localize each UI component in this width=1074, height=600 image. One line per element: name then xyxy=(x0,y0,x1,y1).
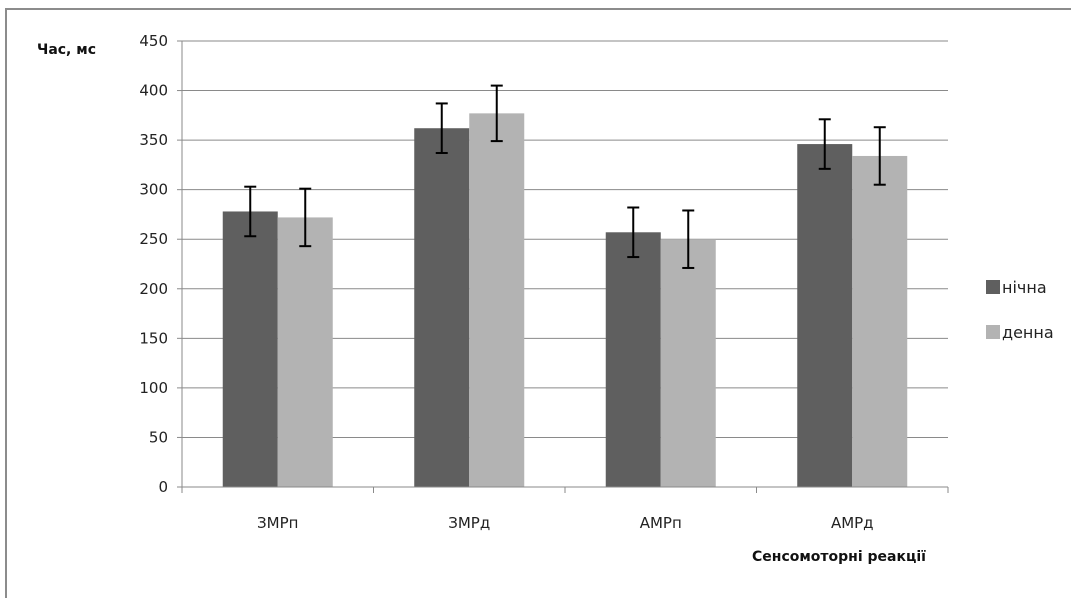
bar-денна-ЗМРп xyxy=(277,217,333,487)
y-tick-label: 250 xyxy=(139,230,168,248)
bar-денна-АМРд xyxy=(852,155,908,488)
bar-нічна-АМРд xyxy=(797,144,853,487)
axes: 0 50 100 150 200 250 300 350 400 450 ЗМРп ЗМРд АМРп А… xyxy=(139,32,949,532)
y-tick-label: 200 xyxy=(139,280,168,298)
x-tick-label: АМРд xyxy=(831,514,874,532)
x-tick-label: ЗМРп xyxy=(257,514,298,532)
legend-swatch-денна xyxy=(986,325,1000,339)
y-tick-label: 350 xyxy=(139,131,168,149)
error-bars xyxy=(244,84,886,269)
x-tick-label: АМРп xyxy=(640,514,682,532)
x-tick-label: ЗМРд xyxy=(448,514,490,532)
bar-нічна-ЗМРп xyxy=(222,211,278,487)
bar-нічна-АМРп xyxy=(605,232,661,487)
y-tick-label: 50 xyxy=(149,428,168,446)
bar-нічна-ЗМРд xyxy=(414,128,470,487)
legend-label: нічна xyxy=(1002,278,1047,297)
y-tick-label: 150 xyxy=(139,329,168,347)
chart-frame xyxy=(5,8,1071,598)
y-tick-label: 100 xyxy=(139,379,168,397)
y-tick-label: 0 xyxy=(158,478,168,496)
legend-swatch-нічна xyxy=(986,280,1000,294)
bar-денна-ЗМРд xyxy=(469,113,525,488)
y-tick-label: 300 xyxy=(139,181,168,199)
legend-label: денна xyxy=(1002,323,1054,342)
bars xyxy=(222,113,908,488)
x-axis-label: Сенсомоторні реакції xyxy=(752,549,926,565)
legend: нічна денна xyxy=(986,278,1054,342)
y-tick-label: 400 xyxy=(139,82,168,100)
y-tick-label: 450 xyxy=(139,32,168,50)
bar-денна-АМРп xyxy=(660,239,716,487)
y-axis-label: Час, мс xyxy=(37,42,96,58)
